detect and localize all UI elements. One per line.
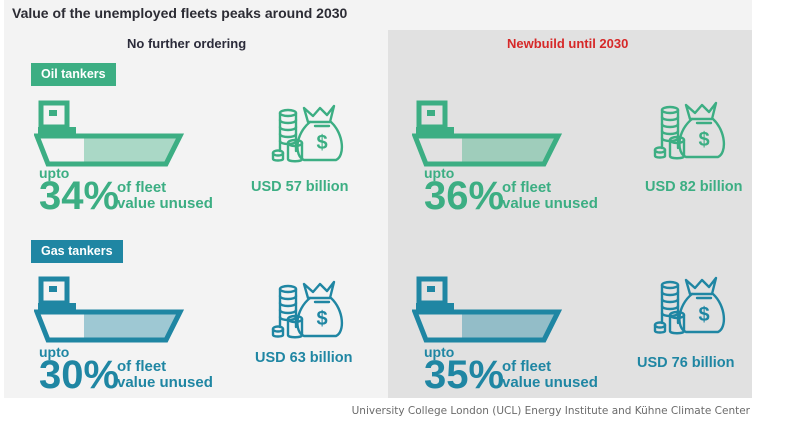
percent-value: 36% [424, 174, 505, 218]
upto-label: upto [424, 165, 455, 181]
percent-value: 35% [424, 353, 505, 397]
gas-newbuild-stat: upto 35% of fleet value unused [424, 345, 614, 401]
tanker-ship-icon [412, 97, 562, 167]
source-credit: University College London (UCL) Energy I… [351, 405, 750, 417]
tanker-ship-icon [34, 273, 184, 343]
money-bag-icon [271, 96, 345, 166]
money-bag-icon [653, 268, 727, 338]
newbuild-panel [388, 30, 752, 398]
percent-value: 34% [39, 174, 120, 218]
stat-line2: value unused [502, 374, 598, 391]
stat-line1: of fleet [502, 358, 552, 375]
oil-no-further-usd: USD 57 billion [251, 179, 349, 195]
tanker-ship-icon [412, 273, 562, 343]
oil-no-further-stat: upto 34% of fleet value unused [39, 166, 229, 222]
stat-line1: of fleet [502, 179, 552, 196]
gas-no-further-usd: USD 63 billion [255, 350, 353, 366]
oil-newbuild-stat: upto 36% of fleet value unused [424, 166, 614, 222]
gas-newbuild-usd: USD 76 billion [637, 355, 735, 371]
stat-line2: value unused [117, 195, 213, 212]
stat-line1: of fleet [117, 179, 167, 196]
oil-newbuild-usd: USD 82 billion [645, 179, 743, 195]
upto-label: upto [39, 165, 70, 181]
money-bag-icon [271, 272, 345, 342]
scenario-no-further-ordering: No further ordering [127, 36, 247, 51]
percent-value: 30% [39, 353, 120, 397]
upto-label: upto [39, 344, 70, 360]
scenario-newbuild-2030: Newbuild until 2030 [507, 36, 629, 51]
tanker-ship-icon [34, 97, 184, 167]
money-bag-icon [653, 93, 727, 163]
gas-no-further-stat: upto 30% of fleet value unused [39, 345, 229, 401]
page-title: Value of the unemployed fleets peaks aro… [12, 5, 348, 21]
stat-line2: value unused [502, 195, 598, 212]
stat-line1: of fleet [117, 358, 167, 375]
upto-label: upto [424, 344, 455, 360]
oil-tankers-tag: Oil tankers [31, 63, 116, 86]
stat-line2: value unused [117, 374, 213, 391]
gas-tankers-tag: Gas tankers [31, 240, 123, 263]
